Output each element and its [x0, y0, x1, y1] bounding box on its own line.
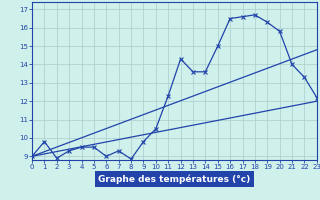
X-axis label: Graphe des températures (°c): Graphe des températures (°c)	[98, 174, 251, 184]
